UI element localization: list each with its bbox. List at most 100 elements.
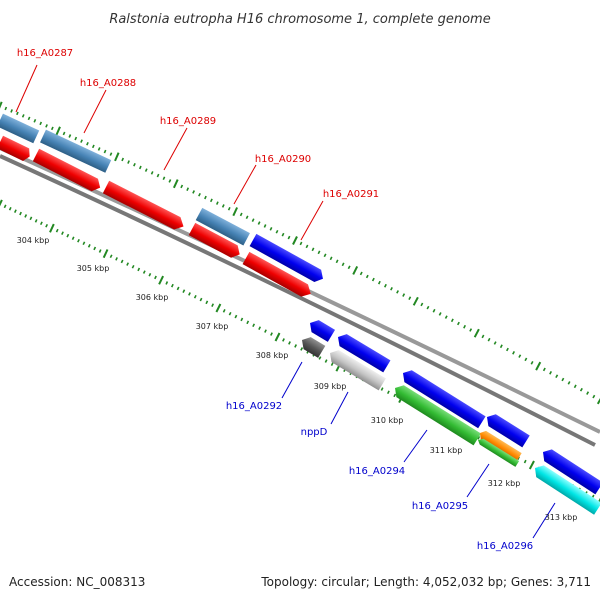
- outer-tick-20: [114, 152, 120, 162]
- inner-tick-30: [158, 275, 164, 285]
- inner-tick-42: [228, 311, 232, 316]
- label-h16_A0289[interactable]: h16_A0289: [160, 116, 216, 127]
- outer-tick-42: [245, 215, 249, 220]
- gene-h16_A0294[interactable]: [391, 382, 481, 446]
- label-h16_A0287[interactable]: h16_A0287: [17, 48, 73, 59]
- outer-tick-11: [62, 131, 66, 136]
- outer-tick-60: [352, 265, 359, 275]
- inner-tick-31: [165, 281, 169, 285]
- inner-tick-23: [120, 259, 124, 264]
- inner-tick-1: [3, 204, 7, 209]
- tick-label-309: 309 kbp: [314, 382, 347, 391]
- outer-tick-59: [347, 265, 351, 270]
- inner-tick-57: [318, 356, 322, 360]
- map-title: Ralstonia eutropha H16 chromosome 1, com…: [109, 12, 490, 27]
- outer-tick-43: [251, 218, 255, 222]
- gene-h16_A0291[interactable]: [249, 233, 327, 285]
- inner-tick-51: [282, 338, 285, 342]
- outer-tick-55: [323, 253, 327, 258]
- position-scale-labels: 304 kbp 305 kbp 306 kbp 307 kbp 308 kbp …: [17, 236, 578, 522]
- inner-tick-15: [77, 238, 80, 243]
- inner-tick-40: [215, 303, 222, 313]
- inner-tick-11: [55, 228, 59, 233]
- inner-tick-29: [154, 275, 157, 280]
- outer-tick-88: [524, 357, 528, 362]
- outer-tick-64: [377, 280, 381, 285]
- label-h16_A0291[interactable]: h16_A0291: [323, 189, 379, 200]
- inner-tick-3: [13, 209, 17, 213]
- gene-nppD[interactable]: [326, 347, 386, 391]
- outer-tick-36: [209, 198, 213, 203]
- inner-tick-0: [0, 199, 3, 207]
- outer-tick-62: [365, 274, 369, 279]
- gene-h16_A0294-blue[interactable]: [399, 367, 486, 429]
- outer-tick-marks: [0, 101, 600, 405]
- outer-tick-18: [103, 149, 107, 154]
- gene-h16_A0292-blue[interactable]: [306, 317, 336, 342]
- outer-tick-7: [39, 121, 43, 126]
- gene-h16_A0292[interactable]: [298, 334, 326, 358]
- outer-tick-96: [573, 384, 577, 389]
- outer-tick-98: [586, 391, 590, 395]
- outer-tick-54: [317, 250, 321, 255]
- label-nppD[interactable]: nppD: [301, 427, 328, 438]
- inner-tick-45: [246, 320, 250, 325]
- gene-h16_A0287-outer[interactable]: [0, 113, 40, 144]
- outer-tick-4: [21, 114, 25, 118]
- label-h16_A0295[interactable]: h16_A0295: [412, 501, 468, 512]
- outer-tick-72: [426, 305, 430, 310]
- outer-tick-65: [383, 283, 387, 288]
- outer-tick-34: [198, 192, 201, 197]
- inner-tick-33: [176, 286, 180, 291]
- gene-h16_A0288[interactable]: [40, 129, 112, 173]
- outer-tick-84: [499, 344, 503, 349]
- outer-tick-66: [390, 287, 393, 291]
- gene-h16_A0290[interactable]: [195, 207, 250, 246]
- outer-tick-1: [4, 106, 8, 111]
- gene-h16_A0289[interactable]: [102, 180, 187, 233]
- gene-h16_A0295[interactable]: [477, 429, 522, 462]
- gene-h16_A0290-red[interactable]: [188, 222, 243, 261]
- gene-h16_A0295-blue[interactable]: [483, 411, 530, 448]
- inner-tick-12: [61, 231, 64, 235]
- inner-tick-21: [109, 254, 113, 259]
- outer-tick-2: [10, 109, 13, 113]
- outer-tick-78: [463, 324, 467, 329]
- inner-tick-37: [199, 297, 203, 302]
- gene-nppD-blue[interactable]: [334, 331, 391, 373]
- outer-tick-28: [162, 176, 166, 181]
- outer-tick-87: [518, 354, 522, 358]
- gene-h16_A0296-blue[interactable]: [539, 446, 600, 495]
- inner-tick-90: [528, 460, 535, 470]
- outer-tick-32: [186, 187, 190, 192]
- label-h16_A0296[interactable]: h16_A0296: [477, 541, 533, 552]
- outer-tick-26: [150, 171, 154, 175]
- gene-h16_A0287[interactable]: [0, 135, 33, 163]
- gene-h16_A0296[interactable]: [531, 462, 600, 515]
- inner-tick-17: [87, 244, 91, 248]
- tick-label-310: 310 kbp: [371, 416, 404, 425]
- label-h16_A0292[interactable]: h16_A0292: [226, 401, 282, 412]
- outer-tick-17: [97, 147, 101, 151]
- inner-tick-6: [29, 216, 33, 221]
- inner-tick-49: [270, 332, 273, 336]
- outer-tick-21: [121, 157, 125, 162]
- gene-h16_A0295-green[interactable]: [476, 437, 520, 467]
- outer-tick-99: [592, 394, 596, 399]
- outer-tick-71: [420, 302, 424, 307]
- outer-tick-19: [109, 152, 113, 156]
- outer-tick-6: [33, 118, 37, 123]
- inner-tick-14: [71, 236, 75, 241]
- label-h16_A0288[interactable]: h16_A0288: [80, 78, 136, 89]
- outer-tick-63: [371, 277, 375, 282]
- inner-tick-44: [240, 317, 244, 322]
- outer-tick-94: [561, 377, 565, 382]
- gene-h16_A0291-red[interactable]: [242, 251, 315, 300]
- outer-tick-77: [456, 321, 460, 326]
- gene-h16_A0288-red[interactable]: [32, 148, 104, 194]
- outer-tick-27: [156, 173, 160, 178]
- inner-tick-68: [386, 390, 390, 395]
- label-h16_A0290[interactable]: h16_A0290: [255, 154, 311, 165]
- inner-tick-32: [170, 283, 174, 288]
- label-h16_A0294[interactable]: h16_A0294: [349, 466, 405, 477]
